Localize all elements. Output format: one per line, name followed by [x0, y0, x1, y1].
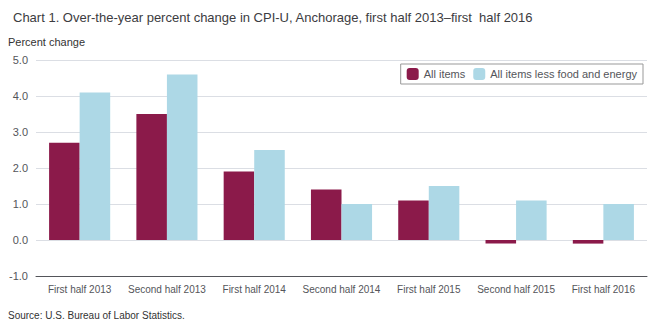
svg-text:Chart 1. Over-the-year percent: Chart 1. Over-the-year percent change in… [13, 10, 533, 25]
svg-text:Second half 2014: Second half 2014 [303, 284, 381, 295]
svg-text:All items less food and energy: All items less food and energy [490, 68, 637, 80]
svg-text:All items: All items [424, 68, 466, 80]
svg-text:First half 2015: First half 2015 [397, 284, 461, 295]
svg-text:Second half 2015: Second half 2015 [477, 284, 555, 295]
svg-text:-1.0: -1.0 [9, 270, 28, 282]
svg-text:1.0: 1.0 [13, 198, 28, 210]
svg-text:First half 2013: First half 2013 [48, 284, 112, 295]
svg-text:Source: U.S. Bureau of Labor S: Source: U.S. Bureau of Labor Statistics. [8, 310, 185, 321]
svg-text:4.0: 4.0 [13, 90, 28, 102]
svg-text:5.0: 5.0 [13, 54, 28, 66]
svg-text:First half 2014: First half 2014 [223, 284, 287, 295]
svg-text:0.0: 0.0 [13, 234, 28, 246]
svg-text:3.0: 3.0 [13, 126, 28, 138]
svg-text:Percent change: Percent change [8, 36, 85, 48]
svg-text:Second half 2013: Second half 2013 [128, 284, 206, 295]
svg-text:First half 2016: First half 2016 [572, 284, 636, 295]
svg-text:2.0: 2.0 [13, 162, 28, 174]
